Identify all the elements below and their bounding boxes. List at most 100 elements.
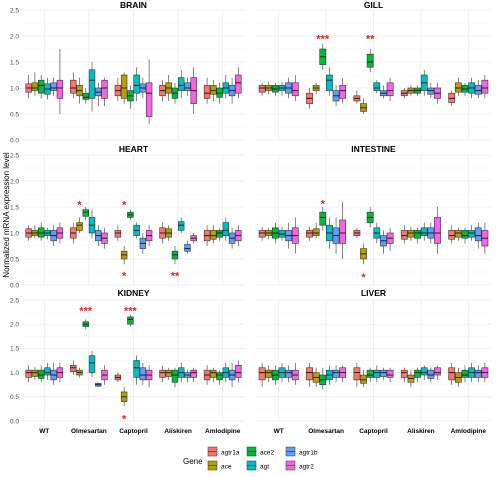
- box-captopril-agtr2: [145, 225, 153, 246]
- box-olmesartan-ace: [76, 217, 83, 233]
- box-wt-agt: [278, 226, 286, 241]
- y-tick-label: 0.5: [10, 256, 19, 263]
- box-aliskiren-agtr1a: [159, 80, 166, 101]
- box-aliskiren-ace: [407, 226, 415, 241]
- y-tick-label: 0.5: [10, 111, 19, 118]
- box-olmesartan-agtr1a: [70, 222, 77, 244]
- box-wt-agtr1a: [25, 225, 32, 241]
- box-aliskiren-agtr1a: [400, 367, 408, 383]
- box-aliskiren-agtr1a: [400, 88, 408, 99]
- box-aliskiren-ace2: [414, 85, 421, 96]
- x-tick-label: Amlodipine: [205, 428, 241, 435]
- box-body: [159, 369, 166, 378]
- box-olmesartan-agtr2: [101, 365, 108, 385]
- box-olmesartan-ace: [76, 367, 83, 378]
- significance-star: ***: [79, 306, 93, 318]
- box-aliskiren-agtr1b: [427, 82, 435, 99]
- legend-item-agtr1a: agtr1a: [207, 446, 240, 457]
- box-olmesartan-ace: [312, 222, 320, 239]
- box-olmesartan-ace2: [319, 43, 327, 70]
- box-body: [210, 230, 217, 240]
- x-tick-label: Aliskiren: [164, 428, 191, 435]
- y-axis-label: Normalized mRNA expression level: [2, 152, 11, 278]
- x-tick-label: Olmesartan: [308, 428, 344, 435]
- box-body: [427, 87, 435, 95]
- box-aliskiren-agt: [420, 222, 428, 241]
- box-body: [216, 87, 223, 98]
- box-captopril-agtr2: [386, 227, 394, 252]
- box-captopril-agtr1a: [353, 227, 361, 239]
- x-tick-label: Aliskiren: [407, 428, 434, 435]
- panel-liver: LIVER WT Olmesartan Captopril Aliskiren Amlod…: [255, 288, 492, 435]
- box-body: [37, 227, 45, 238]
- box-body: [31, 82, 39, 91]
- box-olmesartan-ace: [76, 77, 83, 104]
- legend-item-agt: agt: [246, 460, 269, 471]
- box-body: [339, 85, 347, 99]
- box-body: [461, 230, 469, 239]
- box-body: [454, 82, 462, 93]
- box-wt-agtr1b: [285, 77, 293, 99]
- box-olmesartan-agtr1b: [332, 217, 340, 254]
- y-tick-label: 2.0: [10, 178, 19, 185]
- box-body: [44, 367, 51, 376]
- box-aliskiren-agtr2: [190, 233, 197, 244]
- box-captopril-agtr2: [386, 77, 394, 101]
- y-tick-label: 2.0: [10, 33, 19, 40]
- legend-label: agtr1a: [221, 450, 240, 457]
- box-captopril-ace2: [366, 49, 374, 73]
- box-body: [216, 372, 223, 381]
- legend-title: Gene: [183, 457, 203, 466]
- box-amlodipine-agtr1a: [203, 77, 211, 104]
- box-body: [88, 69, 96, 99]
- box-wt-ace: [31, 366, 39, 380]
- significance-star: *: [321, 198, 326, 210]
- box-body: [468, 230, 475, 238]
- significance-star: **: [366, 34, 375, 46]
- box-amlodipine-agtr1b: [474, 222, 482, 249]
- significance-star: ***: [124, 306, 138, 318]
- box-wt-agtr1b: [285, 365, 293, 383]
- box-captopril-ace2: [127, 209, 134, 220]
- y-tick-label: 0.0: [10, 137, 19, 144]
- box-captopril-agtr1b: [139, 362, 147, 385]
- box-olmesartan-agtr2: [101, 77, 108, 107]
- box-aliskiren-ace2: [171, 246, 179, 265]
- box-body: [133, 360, 140, 378]
- box-amlodipine-agtr1a: [448, 362, 456, 385]
- box-wt-agtr1a: [258, 226, 266, 241]
- box-body: [82, 209, 89, 217]
- legend: Gene agtr1a ace ace2 agt agtr1b agtr2: [183, 446, 318, 471]
- box-body: [373, 369, 381, 378]
- box-body: [306, 367, 313, 381]
- box-wt-agtr1a: [25, 75, 32, 99]
- box-aliskiren-agtr1b: [427, 222, 435, 244]
- box-captopril-agt: [133, 67, 140, 101]
- box-amlodipine-agt: [468, 77, 475, 99]
- box-body: [76, 222, 83, 231]
- y-tick-label: 2.5: [10, 7, 19, 14]
- box-aliskiren-ace2: [171, 367, 179, 388]
- box-captopril-agt: [373, 365, 381, 383]
- box-aliskiren-agt: [420, 365, 428, 380]
- box-captopril-agtr1b: [139, 77, 147, 99]
- box-wt-ace2: [272, 365, 279, 385]
- box-amlodipine-agtr2: [481, 362, 489, 383]
- box-body: [165, 369, 172, 377]
- box-body: [37, 369, 45, 379]
- y-tick-label: 1.5: [10, 204, 19, 211]
- box-body: [178, 77, 185, 91]
- box-body: [366, 53, 374, 68]
- box-aliskiren-agtr2: [190, 67, 197, 114]
- box-body: [420, 227, 428, 236]
- box-body: [258, 230, 266, 238]
- box-captopril-ace2: [366, 367, 374, 383]
- box-aliskiren-ace: [165, 367, 172, 380]
- box-wt-ace: [31, 72, 39, 96]
- box-aliskiren-agtr2: [190, 367, 197, 383]
- box-amlodipine-ace2: [216, 370, 223, 385]
- box-amlodipine-agtr1a: [203, 365, 211, 385]
- box-aliskiren-agtr2: [434, 365, 441, 380]
- box-olmesartan-agtr1b: [332, 85, 340, 107]
